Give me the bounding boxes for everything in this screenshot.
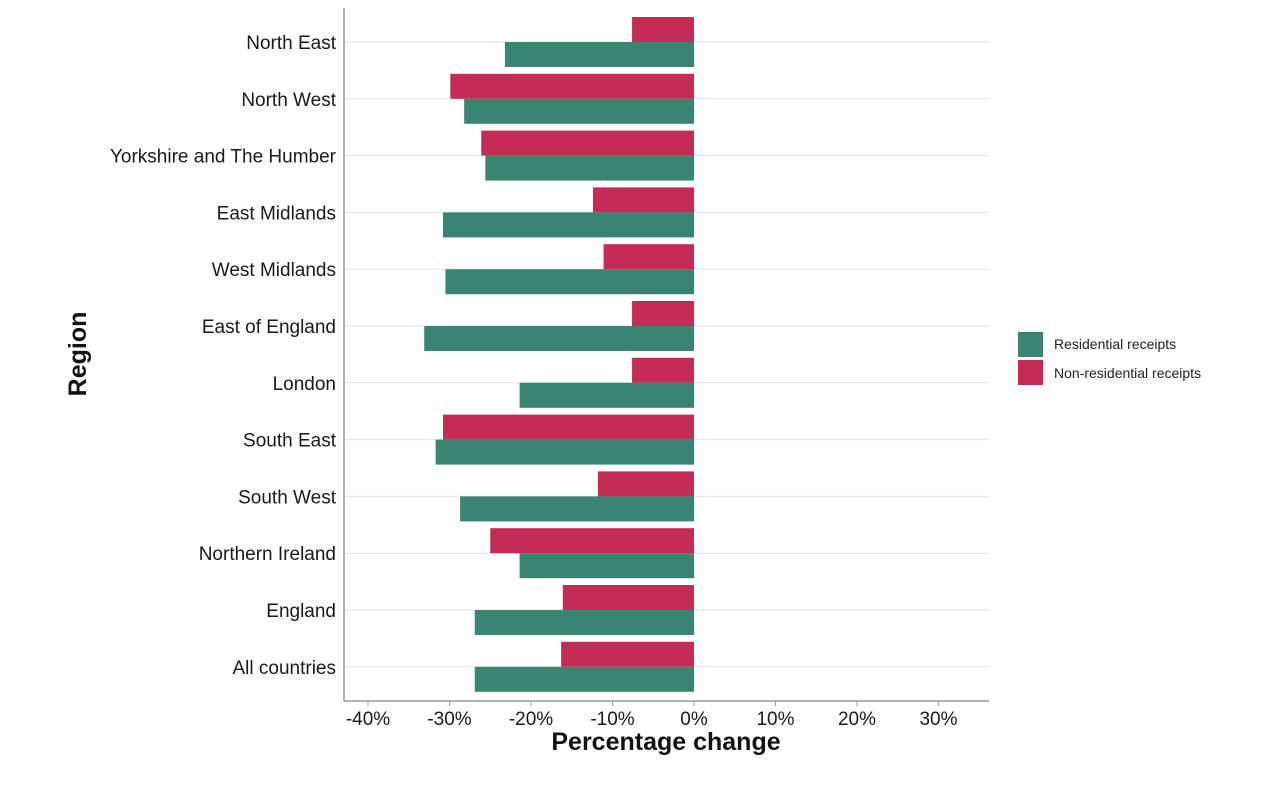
legend: Residential receipts Non-residential rec…	[1018, 332, 1201, 385]
bar-non-residential	[442, 414, 694, 440]
category-label: East Midlands	[217, 203, 336, 224]
category-label: London	[273, 374, 336, 395]
bar-non-residential	[450, 73, 694, 99]
bar-non-residential	[490, 528, 694, 554]
bar-residential	[435, 439, 694, 465]
bar-non-residential	[632, 357, 694, 383]
bar-non-residential	[481, 130, 694, 156]
bar-non-residential	[561, 641, 694, 667]
legend-swatch-non-residential	[1018, 360, 1043, 385]
x-tick-label: 30%	[919, 709, 957, 730]
x-tick-labels: -40% -30% -20% -10% 0% 10% 20% 30%	[346, 701, 958, 730]
x-tick-label: 10%	[756, 709, 794, 730]
bar-non-residential	[603, 244, 694, 270]
x-tick-label: -30%	[427, 709, 471, 730]
category-label: South West	[238, 487, 337, 508]
y-axis-title: Region	[64, 312, 92, 397]
category-label: Yorkshire and The Humber	[110, 147, 337, 168]
bar-residential	[424, 326, 694, 351]
bar-non-residential	[562, 585, 694, 610]
bar-residential	[474, 666, 694, 692]
bar-non-residential	[632, 17, 694, 42]
bar-non-residential	[592, 187, 694, 213]
bar-residential	[519, 553, 694, 579]
category-label: All countries	[233, 658, 337, 679]
legend-label-non-residential: Non-residential receipts	[1054, 365, 1201, 381]
legend-label-residential: Residential receipts	[1054, 336, 1176, 352]
bar-non-residential	[597, 471, 694, 497]
x-tick-label: 20%	[838, 709, 876, 730]
category-label: North East	[246, 33, 336, 54]
bar-residential	[445, 269, 694, 295]
x-axis-title: Percentage change	[551, 728, 780, 756]
category-label: East of England	[202, 317, 336, 338]
bar-residential	[442, 212, 694, 238]
bar-residential	[519, 382, 694, 408]
bar-residential	[460, 496, 694, 522]
bar-residential	[485, 155, 694, 181]
x-tick-label: -20%	[509, 709, 553, 730]
category-label: North West	[241, 90, 336, 111]
x-tick-label: -40%	[346, 709, 390, 730]
bar-residential	[504, 42, 694, 67]
category-labels: North East North West Yorkshire and The Hu…	[110, 33, 337, 679]
category-label: Northern Ireland	[199, 544, 336, 565]
axes	[343, 8, 989, 702]
category-label: West Midlands	[212, 260, 336, 281]
legend-swatch-residential	[1018, 332, 1043, 357]
bar-residential	[474, 610, 694, 635]
bar-non-residential	[632, 301, 694, 326]
category-label: South East	[243, 431, 337, 452]
category-label: England	[266, 601, 336, 622]
bars	[424, 17, 694, 692]
x-tick-label: -10%	[590, 709, 634, 730]
bar-residential	[464, 98, 694, 124]
x-tick-label: 0%	[680, 709, 708, 730]
